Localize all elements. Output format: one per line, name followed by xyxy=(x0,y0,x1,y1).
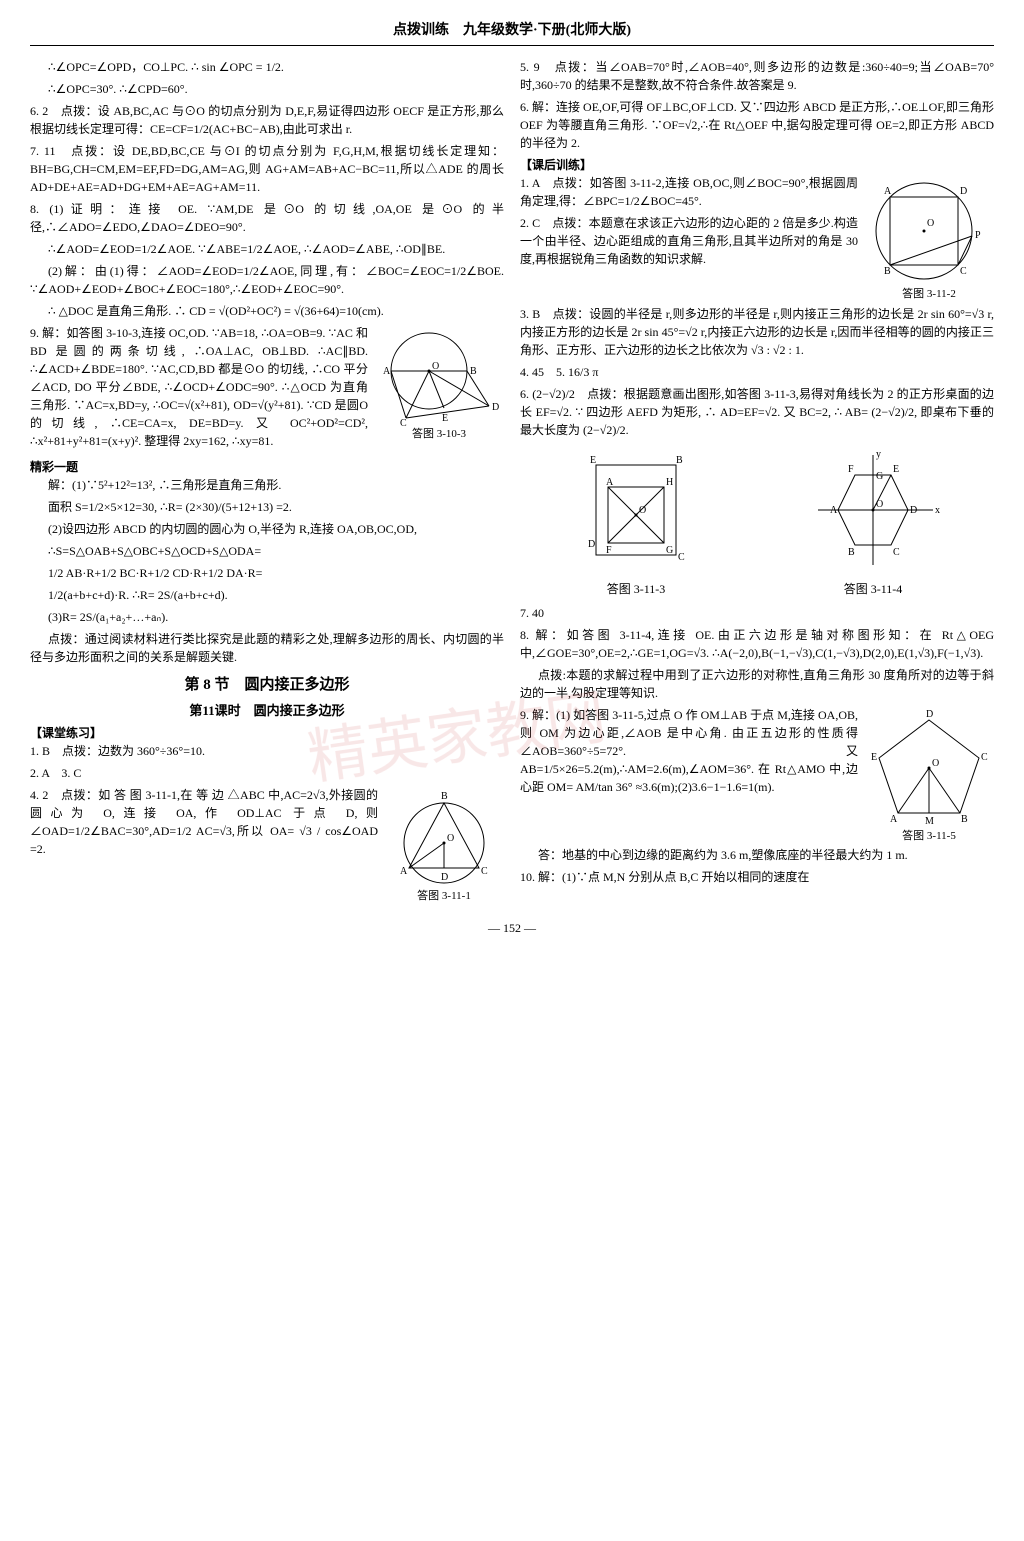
jc7: (3)R= 2S/(a₁+a₂+…+aₙ). xyxy=(30,608,504,626)
svg-text:F: F xyxy=(848,464,854,475)
svg-text:C: C xyxy=(481,866,488,877)
svg-text:C: C xyxy=(960,266,967,277)
svg-text:B: B xyxy=(961,814,968,825)
r-k4: 4. 45 5. 16/3 π xyxy=(520,363,994,381)
fig-3-11-1-svg: O B A D C xyxy=(384,788,504,888)
figure-3-11-4: x y O A F E D C B G 答图 3-11-4 xyxy=(798,445,948,598)
r-k10: 10. 解：(1)∵点 M,N 分别从点 B,C 开始以相同的速度在 xyxy=(520,868,994,886)
fig-3-11-3-caption: 答图 3-11-3 xyxy=(566,580,706,598)
fig-3-11-5-svg: O D C E A M B xyxy=(864,708,994,828)
left-p8: ∴ △DOC 是直角三角形. ∴ CD = √(OD²+OC²) = √(36+… xyxy=(30,302,504,320)
figure-3-11-5: O D C E A M B 答图 3-11-5 xyxy=(864,708,994,845)
r-k8b: 点拨:本题的求解过程中用到了正六边形的对称性,直角三角形 30 度角所对的边等于… xyxy=(520,666,994,702)
left-p7: (2)解：由(1)得：∠AOD=∠EOD=1/2∠AOE,同理,有：∠BOC=∠… xyxy=(30,262,504,298)
jc8: 点拨：通过阅读材料进行类比探究是此题的精彩之处,理解多边形的周长、内切圆的半径与… xyxy=(30,630,504,666)
left-p2: ∴∠OPC=30°. ∴∠CPD=60°. xyxy=(30,80,504,98)
svg-text:C: C xyxy=(893,547,900,558)
svg-text:B: B xyxy=(848,547,855,558)
svg-text:D: D xyxy=(910,505,917,516)
svg-text:D: D xyxy=(960,186,967,197)
left-p5: 8. (1)证明：连接 OE. ∵AM,DE 是⊙O 的切线,OA,OE 是⊙O… xyxy=(30,200,504,236)
svg-text:C: C xyxy=(981,752,988,763)
svg-text:O: O xyxy=(932,758,939,769)
fig-3-11-2-svg: O A D B C P xyxy=(864,176,994,286)
svg-text:H: H xyxy=(666,477,673,488)
figure-3-11-2: O A D B C P 答图 3-11-2 xyxy=(864,176,994,303)
fig-3-10-3-svg: O A B C E D xyxy=(374,326,504,426)
fig-3-11-5-caption: 答图 3-11-5 xyxy=(864,828,994,845)
fig-3-11-4-caption: 答图 3-11-4 xyxy=(798,580,948,598)
svg-text:B: B xyxy=(441,791,448,802)
svg-text:M: M xyxy=(925,816,934,827)
svg-text:B: B xyxy=(470,366,477,377)
svg-text:O: O xyxy=(447,833,454,844)
kt1: 1. B 点拨：边数为 360°÷36°=10. xyxy=(30,742,504,760)
svg-text:A: A xyxy=(383,366,391,377)
left-p1: ∴∠OPC=∠OPD，CO⊥PC. ∴ sin ∠OPC = 1/2. xyxy=(30,58,504,76)
ketang-label: 【课堂练习】 xyxy=(30,724,504,742)
fig-3-11-4-svg: x y O A F E D C B G xyxy=(798,445,948,575)
fig-3-11-1-caption: 答图 3-11-1 xyxy=(384,888,504,905)
kehou-label: 【课后训练】 xyxy=(520,156,994,174)
svg-text:O: O xyxy=(927,218,934,229)
svg-text:E: E xyxy=(871,752,877,763)
svg-text:C: C xyxy=(678,552,685,563)
svg-text:A: A xyxy=(884,186,892,197)
jc4: ∴S=S△OAB+S△OBC+S△OCD+S△ODA= xyxy=(30,542,504,560)
jc6: 1/2(a+b+c+d)·R. ∴R= 2S/(a+b+c+d). xyxy=(30,586,504,604)
r-p5: 5. 9 点拨：当∠OAB=70°时,∠AOB=40°,则多边形的边数是:360… xyxy=(520,58,994,94)
right-column: 5. 9 点拨：当∠OAB=70°时,∠AOB=40°,则多边形的边数是:360… xyxy=(520,58,994,907)
svg-text:x: x xyxy=(935,505,940,516)
svg-text:G: G xyxy=(666,545,673,556)
section-8-title: 第 8 节 圆内接正多边形 xyxy=(30,674,504,697)
svg-text:E: E xyxy=(442,413,448,424)
r-k9ans: 答：地基的中心到边缘的距离约为 3.6 m,塑像底座的半径最大约为 1 m. xyxy=(520,846,994,864)
left-p6: ∴∠AOD=∠EOD=1/2∠AOE. ∵∠ABE=1/2∠AOE, ∴∠AOD… xyxy=(30,240,504,258)
svg-text:P: P xyxy=(975,230,981,241)
r-k7: 7. 40 xyxy=(520,604,994,622)
svg-text:O: O xyxy=(432,361,439,372)
jingcai-label: 精彩一题 xyxy=(30,458,504,476)
svg-text:E: E xyxy=(893,464,899,475)
r-k6: 6. (2−√2)/2 点拨：根据题意画出图形,如答图 3-11-3,易得对角线… xyxy=(520,385,994,439)
svg-text:D: D xyxy=(441,872,448,883)
svg-text:D: D xyxy=(926,709,933,720)
svg-text:C: C xyxy=(400,418,407,426)
left-column: ∴∠OPC=∠OPD，CO⊥PC. ∴ sin ∠OPC = 1/2. ∴∠OP… xyxy=(30,58,504,907)
fig-3-11-2-caption: 答图 3-11-2 xyxy=(864,286,994,303)
left-p4: 7. 11 点拨：设 DE,BD,BC,CE 与⊙I 的切点分别为 F,G,H,… xyxy=(30,142,504,196)
r-p6: 6. 解：连接 OE,OF,可得 OF⊥BC,OF⊥CD. 又∵四边形 ABCD… xyxy=(520,98,994,152)
fig-3-11-3-svg: O E B A H D F G C xyxy=(566,445,706,575)
r-k8: 8. 解：如答图 3-11-4,连接 OE.由正六边形是轴对称图形知：在 Rt△… xyxy=(520,626,994,662)
svg-text:F: F xyxy=(606,545,612,556)
figure-3-11-1: O B A D C 答图 3-11-1 xyxy=(384,788,504,905)
svg-text:y: y xyxy=(876,449,881,460)
svg-text:G: G xyxy=(876,471,883,482)
figure-3-11-3: O E B A H D F G C 答图 3-11-3 xyxy=(566,445,706,598)
svg-text:D: D xyxy=(588,539,595,550)
svg-text:O: O xyxy=(639,505,646,516)
svg-text:A: A xyxy=(606,477,614,488)
jc3: (2)设四边形 ABCD 的内切圆的圆心为 O,半径为 R,连接 OA,OB,O… xyxy=(30,520,504,538)
svg-text:B: B xyxy=(676,455,683,466)
page-number: — 152 — xyxy=(30,919,994,937)
svg-text:E: E xyxy=(590,455,596,466)
kt2: 2. A 3. C xyxy=(30,764,504,782)
jc5: 1/2 AB·R+1/2 BC·R+1/2 CD·R+1/2 DA·R= xyxy=(30,564,504,582)
page-header: 点拨训练 九年级数学·下册(北师大版) xyxy=(30,20,994,46)
figure-3-10-3: O A B C E D 答图 3-10-3 xyxy=(374,326,504,443)
jc2: 面积 S=1/2×5×12=30, ∴R= (2×30)/(5+12+13) =… xyxy=(30,498,504,516)
lesson-11-title: 第11课时 圆内接正多边形 xyxy=(30,701,504,721)
left-p3: 6. 2 点拨：设 AB,BC,AC 与⊙O 的切点分别为 D,E,F,易证得四… xyxy=(30,102,504,138)
fig-3-10-3-caption: 答图 3-10-3 xyxy=(374,426,504,443)
svg-text:B: B xyxy=(884,266,891,277)
svg-text:O: O xyxy=(876,499,883,510)
two-column-layout: ∴∠OPC=∠OPD，CO⊥PC. ∴ sin ∠OPC = 1/2. ∴∠OP… xyxy=(30,58,994,907)
svg-text:A: A xyxy=(830,505,838,516)
svg-text:A: A xyxy=(890,814,898,825)
r-k3: 3. B 点拨：设圆的半径是 r,则多边形的半径是 r,则内接正三角形的边长是 … xyxy=(520,305,994,359)
svg-text:D: D xyxy=(492,402,499,413)
jc1: 解：(1)∵5²+12²=13², ∴三角形是直角三角形. xyxy=(30,476,504,494)
svg-text:A: A xyxy=(400,866,408,877)
